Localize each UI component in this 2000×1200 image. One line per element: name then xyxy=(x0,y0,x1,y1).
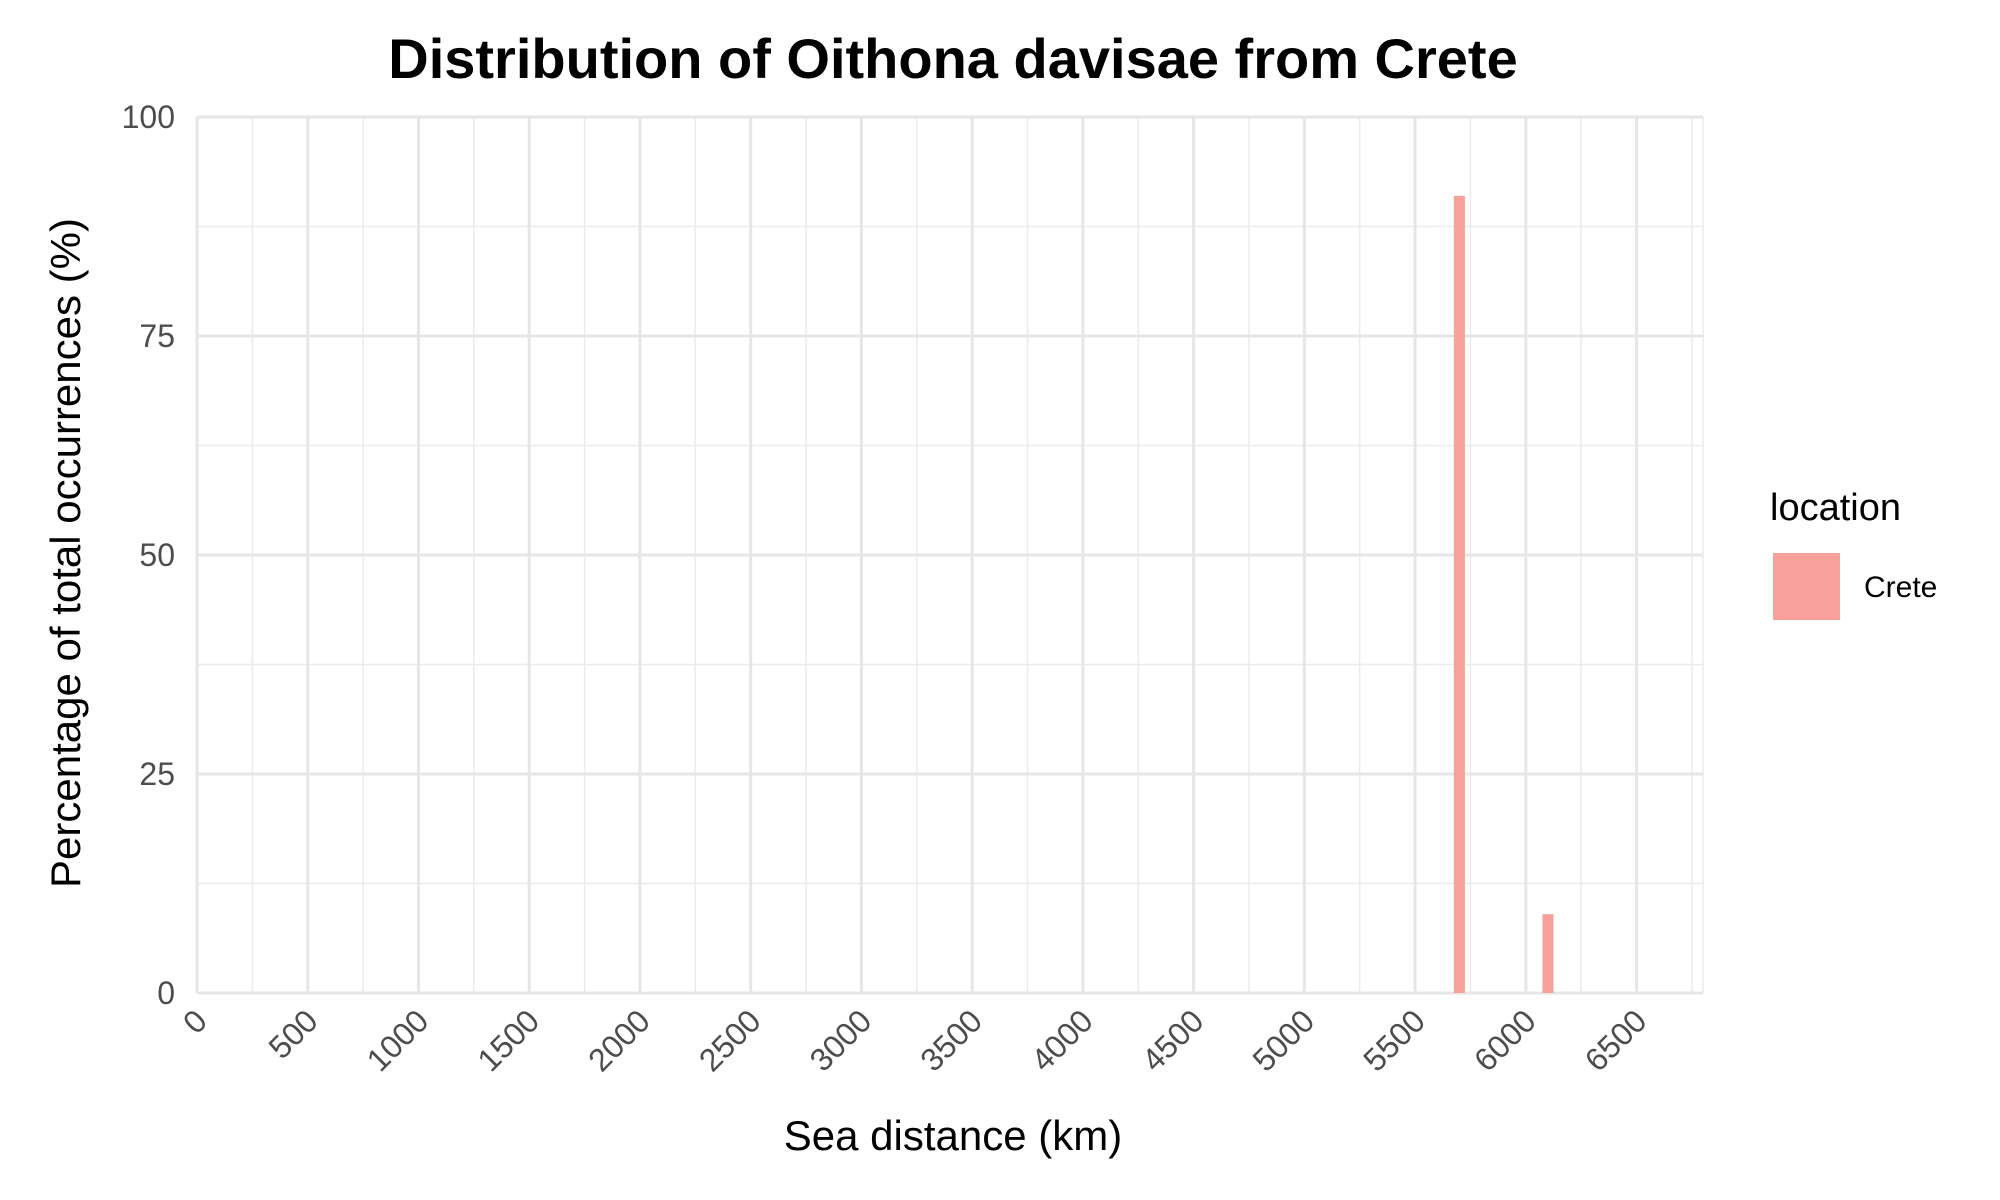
legend: location Crete xyxy=(1770,487,1937,620)
legend-key-crete xyxy=(1773,553,1840,620)
grid xyxy=(195,115,1704,995)
bar xyxy=(1542,914,1554,993)
x-tick-label: 3000 xyxy=(803,1002,879,1078)
x-tick-label: 2500 xyxy=(692,1002,768,1078)
x-tick-label: 4500 xyxy=(1135,1002,1211,1078)
legend-label-crete: Crete xyxy=(1864,571,1937,604)
x-axis-title: Sea distance (km) xyxy=(784,1112,1122,1159)
x-tick-label: 5000 xyxy=(1246,1002,1322,1078)
chart-title: Distribution of Oithona davisae from Cre… xyxy=(388,27,1517,90)
bars xyxy=(1453,195,1554,994)
x-tick-label: 2000 xyxy=(581,1002,657,1078)
y-tick-label: 100 xyxy=(122,99,175,135)
legend-title: location xyxy=(1770,487,1901,529)
x-tick-label: 3500 xyxy=(913,1002,989,1078)
x-tick-label: 4000 xyxy=(1024,1002,1100,1078)
x-tick-label: 0 xyxy=(176,1002,214,1040)
x-tick-label: 1000 xyxy=(360,1002,436,1078)
x-axis-ticks: 0 500 1000 1500 2000 2500 3000 3500 4000 4500 5000… xyxy=(176,1002,1654,1078)
x-tick-label: 500 xyxy=(261,1002,324,1065)
x-tick-label: 6000 xyxy=(1467,1002,1543,1078)
y-axis-title: Percentage of total occurrences (%) xyxy=(42,218,89,888)
y-tick-label: 50 xyxy=(139,537,175,573)
y-tick-label: 75 xyxy=(139,318,175,354)
x-tick-label: 5500 xyxy=(1356,1002,1432,1078)
x-tick-label: 1500 xyxy=(470,1002,546,1078)
y-tick-label: 25 xyxy=(139,756,175,792)
y-tick-label: 0 xyxy=(157,975,175,1011)
bar xyxy=(1453,195,1465,994)
y-axis-ticks: 0 25 50 75 100 xyxy=(122,99,175,1011)
x-tick-label: 6500 xyxy=(1578,1002,1654,1078)
